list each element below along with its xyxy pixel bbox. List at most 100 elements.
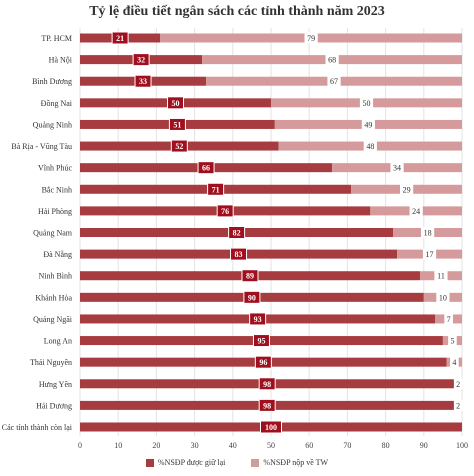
- data-label-box-remitted: [444, 313, 453, 325]
- legend-swatch-retained: [145, 458, 154, 467]
- data-label-retained: 82: [233, 229, 241, 238]
- legend: %NSĐP được giữ lại %NSĐP nộp về TW: [0, 458, 474, 467]
- data-label-remitted: 68: [328, 56, 336, 65]
- data-label-box-retained: [254, 355, 272, 369]
- data-label-retained: 71: [212, 185, 220, 194]
- data-label-remitted: 4: [452, 358, 456, 367]
- x-tick-label: 40: [229, 441, 237, 450]
- data-label-retained: 33: [139, 77, 147, 86]
- category-label: Hưng Yên: [39, 380, 72, 389]
- category-label: Quảng Nam: [33, 229, 73, 238]
- data-label-retained: 52: [175, 142, 183, 151]
- data-label-box-remitted: [422, 248, 437, 260]
- data-label-box-retained: [249, 312, 267, 326]
- legend-item-retained: %NSĐP được giữ lại: [145, 458, 226, 467]
- data-label-retained: 66: [202, 164, 210, 173]
- data-label-box-retained: [197, 161, 215, 175]
- data-label-remitted: 17: [426, 250, 434, 259]
- data-label-box-retained: [252, 334, 270, 348]
- data-label-remitted: 67: [330, 77, 338, 86]
- data-label-remitted: 18: [424, 229, 432, 238]
- data-label-remitted: 29: [403, 185, 411, 194]
- data-label-remitted: 2: [456, 401, 460, 410]
- data-label-remitted: 7: [447, 315, 451, 324]
- data-label-retained: 76: [221, 207, 229, 216]
- data-label-box-retained: [111, 31, 129, 45]
- data-label-box-remitted: [363, 140, 377, 152]
- data-label-box-remitted: [453, 378, 463, 390]
- data-label-box-remitted: [327, 75, 341, 87]
- category-label: Quảng Ninh: [33, 120, 72, 129]
- data-label-remitted: 48: [366, 142, 374, 151]
- category-label: Khánh Hòa: [35, 293, 72, 302]
- data-label-remitted: 5: [450, 337, 454, 346]
- data-label-box-retained: [258, 398, 276, 412]
- data-label-box-retained: [258, 377, 276, 391]
- x-tick-label: 70: [343, 441, 351, 450]
- data-label-box-retained: [243, 290, 261, 304]
- data-label-retained: 93: [254, 315, 262, 324]
- category-label: Bình Dương: [32, 77, 72, 86]
- data-label-retained: 89: [246, 272, 254, 281]
- data-label-remitted: 79: [307, 34, 315, 43]
- data-label-box-retained: [134, 74, 152, 88]
- data-label-retained: 98: [263, 380, 271, 389]
- data-label-remitted: 50: [363, 99, 371, 108]
- data-label-box-remitted: [436, 291, 450, 303]
- category-label: Các tỉnh thành còn lại: [2, 423, 73, 432]
- category-label: Hà Nội: [49, 56, 73, 65]
- data-label-retained: 21: [116, 34, 124, 43]
- data-label-box-retained: [132, 53, 150, 67]
- x-tick-label: 10: [114, 441, 122, 450]
- data-label-remitted: 2: [456, 380, 460, 389]
- x-tick-label: 80: [382, 441, 390, 450]
- category-label: TP. HCM: [41, 34, 72, 43]
- x-tick-label: 90: [420, 441, 428, 450]
- data-label-box-remitted: [304, 32, 318, 44]
- category-label: Đồng Nai: [41, 99, 73, 108]
- data-label-box-remitted: [361, 118, 376, 130]
- x-tick-label: 100: [456, 441, 468, 450]
- category-label: Long An: [44, 337, 72, 346]
- legend-swatch-remitted: [251, 458, 260, 467]
- data-label-box-retained: [230, 247, 248, 261]
- chart-title: Tỷ lệ điều tiết ngân sách các tỉnh thành…: [89, 4, 385, 19]
- data-label-box-remitted: [409, 205, 423, 217]
- legend-label-retained: %NSĐP được giữ lại: [157, 458, 226, 467]
- data-label-box-retained: [167, 96, 184, 110]
- category-label: Hải Dương: [36, 401, 72, 410]
- data-label-retained: 32: [137, 56, 145, 65]
- category-label: Vĩnh Phúc: [38, 164, 72, 173]
- data-label-box-remitted: [359, 97, 374, 109]
- data-label-retained: 96: [259, 358, 267, 367]
- data-label-box-remitted: [421, 227, 435, 238]
- category-label: Bắc Ninh: [42, 185, 72, 194]
- data-label-retained: 98: [263, 401, 271, 410]
- data-label-remitted: 10: [439, 293, 447, 302]
- x-tick-label: 50: [267, 441, 275, 450]
- data-label-box-remitted: [325, 54, 339, 66]
- x-tick-label: 20: [152, 441, 160, 450]
- category-label: Bà Rịa - Vũng Tàu: [11, 142, 72, 151]
- data-label-box-retained: [207, 182, 225, 196]
- data-label-box-remitted: [450, 356, 459, 368]
- data-label-box-retained: [260, 420, 282, 434]
- data-label-remitted: 49: [364, 120, 372, 129]
- data-label-box-remitted: [400, 183, 414, 195]
- x-tick-label: 30: [191, 441, 199, 450]
- data-label-box-remitted: [448, 335, 457, 347]
- x-tick-label: 0: [78, 441, 82, 450]
- data-label-box-retained: [168, 117, 186, 131]
- category-label: Hải Phòng: [38, 207, 72, 216]
- data-label-retained: 83: [235, 250, 243, 259]
- data-label-retained: 90: [248, 293, 256, 302]
- data-label-box-retained: [228, 226, 246, 239]
- data-label-retained: 100: [265, 423, 277, 432]
- category-label: Thái Nguyên: [30, 358, 72, 367]
- legend-label-remitted: %NSĐP nộp về TW: [263, 458, 329, 467]
- data-label-remitted: 34: [393, 164, 401, 173]
- data-label-retained: 51: [173, 120, 181, 129]
- x-tick-label: 60: [305, 441, 313, 450]
